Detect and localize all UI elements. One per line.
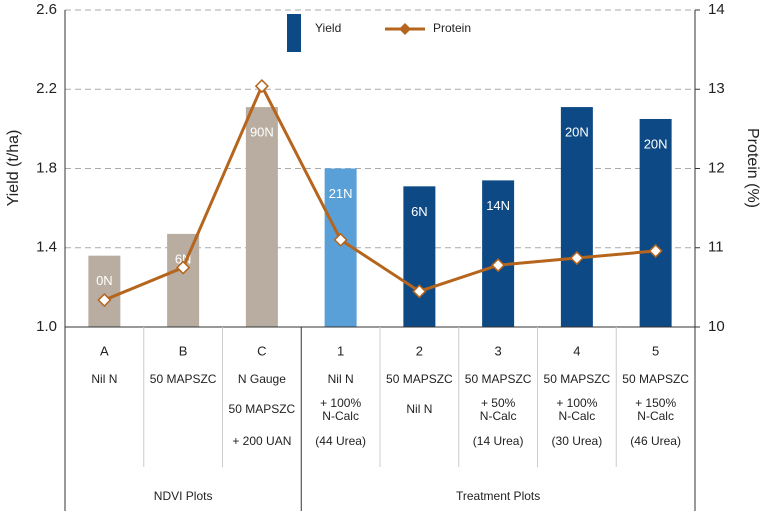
table-cell: (30 Urea) [552, 434, 603, 448]
table-cell: + 200 UAN [232, 434, 291, 448]
marker [254, 79, 269, 94]
y-tick-label: 1.4 [36, 239, 57, 256]
bar-label: 20N [565, 125, 589, 140]
line [103, 82, 656, 302]
marker [97, 292, 112, 308]
y-tick-label: 1.8 [36, 159, 57, 176]
table-cell: N-Calc [559, 409, 596, 423]
x-tick-label: 2 [416, 343, 423, 358]
bar [245, 107, 278, 327]
table-cell: N-Calc [480, 409, 517, 423]
table-cell: 50 MAPSZC [386, 372, 453, 386]
y2-tick-label: 14 [708, 1, 725, 18]
table-cell: Nil N [328, 372, 354, 386]
marker [491, 258, 506, 273]
bar [167, 233, 200, 327]
bar-label: 20N [644, 136, 668, 151]
bar [88, 255, 121, 327]
table-cell: (46 Urea) [630, 434, 681, 448]
bar-label: 90N [250, 125, 274, 140]
table-cell: N-Calc [322, 409, 359, 423]
x-tick-label: 3 [495, 343, 502, 358]
y2-tick-label: 11 [708, 239, 724, 256]
x-tick-label: 1 [337, 343, 344, 358]
table-cell: (44 Urea) [315, 434, 366, 448]
bar-label: 21N [329, 186, 353, 201]
y-tick-label: 1.0 [36, 318, 57, 335]
marker [176, 260, 191, 275]
marker [648, 243, 663, 258]
y2-tick-label: 13 [708, 80, 725, 97]
y2-tick-label: 10 [708, 318, 725, 335]
bar-label: 14N [486, 198, 510, 213]
table-cell: + 100% [320, 396, 361, 410]
table-cell: 50 MAPSZC [544, 372, 611, 386]
table-cell: 50 MAPSZC [622, 372, 689, 386]
bar [403, 186, 436, 327]
table-cell: + 150% [635, 396, 676, 410]
table-cell: Nil N [91, 372, 117, 386]
x-tick-label: A [100, 343, 109, 358]
marker [569, 250, 584, 266]
table-cell: 50 MAPSZC [465, 372, 532, 386]
group-label: Treatment Plots [456, 489, 540, 503]
group-label: NDVI Plots [154, 489, 213, 503]
legend-swatch [287, 14, 301, 52]
table-cell: 50 MAPSZC [229, 402, 296, 416]
y-axis-title: Yield (t/ha) [5, 130, 22, 207]
legend-marker [399, 23, 411, 35]
legend-label: Protein [433, 21, 471, 35]
x-tick-label: 4 [573, 343, 580, 358]
table-cell: N Gauge [238, 372, 286, 386]
bar-label: 6N [411, 204, 428, 219]
bar [560, 107, 593, 327]
x-tick-label: 5 [652, 343, 659, 358]
bar-label: 0N [96, 273, 113, 288]
table-cell: + 100% [556, 396, 597, 410]
table-cell: N-Calc [637, 409, 674, 423]
table-cell: 50 MAPSZC [150, 372, 217, 386]
bar [639, 118, 672, 327]
marker [333, 232, 348, 247]
y-tick-label: 2.6 [36, 1, 57, 18]
legend-label: Yield [315, 21, 341, 35]
table-cell: (14 Urea) [473, 434, 524, 448]
marker [412, 284, 427, 299]
table-cell: Nil N [406, 402, 432, 416]
y2-tick-label: 12 [708, 159, 725, 176]
x-tick-label: B [179, 343, 188, 358]
x-tick-label: C [257, 343, 266, 358]
y2-axis-title: Protein (%) [744, 128, 761, 208]
table-cell: + 50% [481, 396, 516, 410]
bar [482, 180, 515, 327]
y-tick-label: 2.2 [36, 80, 57, 97]
